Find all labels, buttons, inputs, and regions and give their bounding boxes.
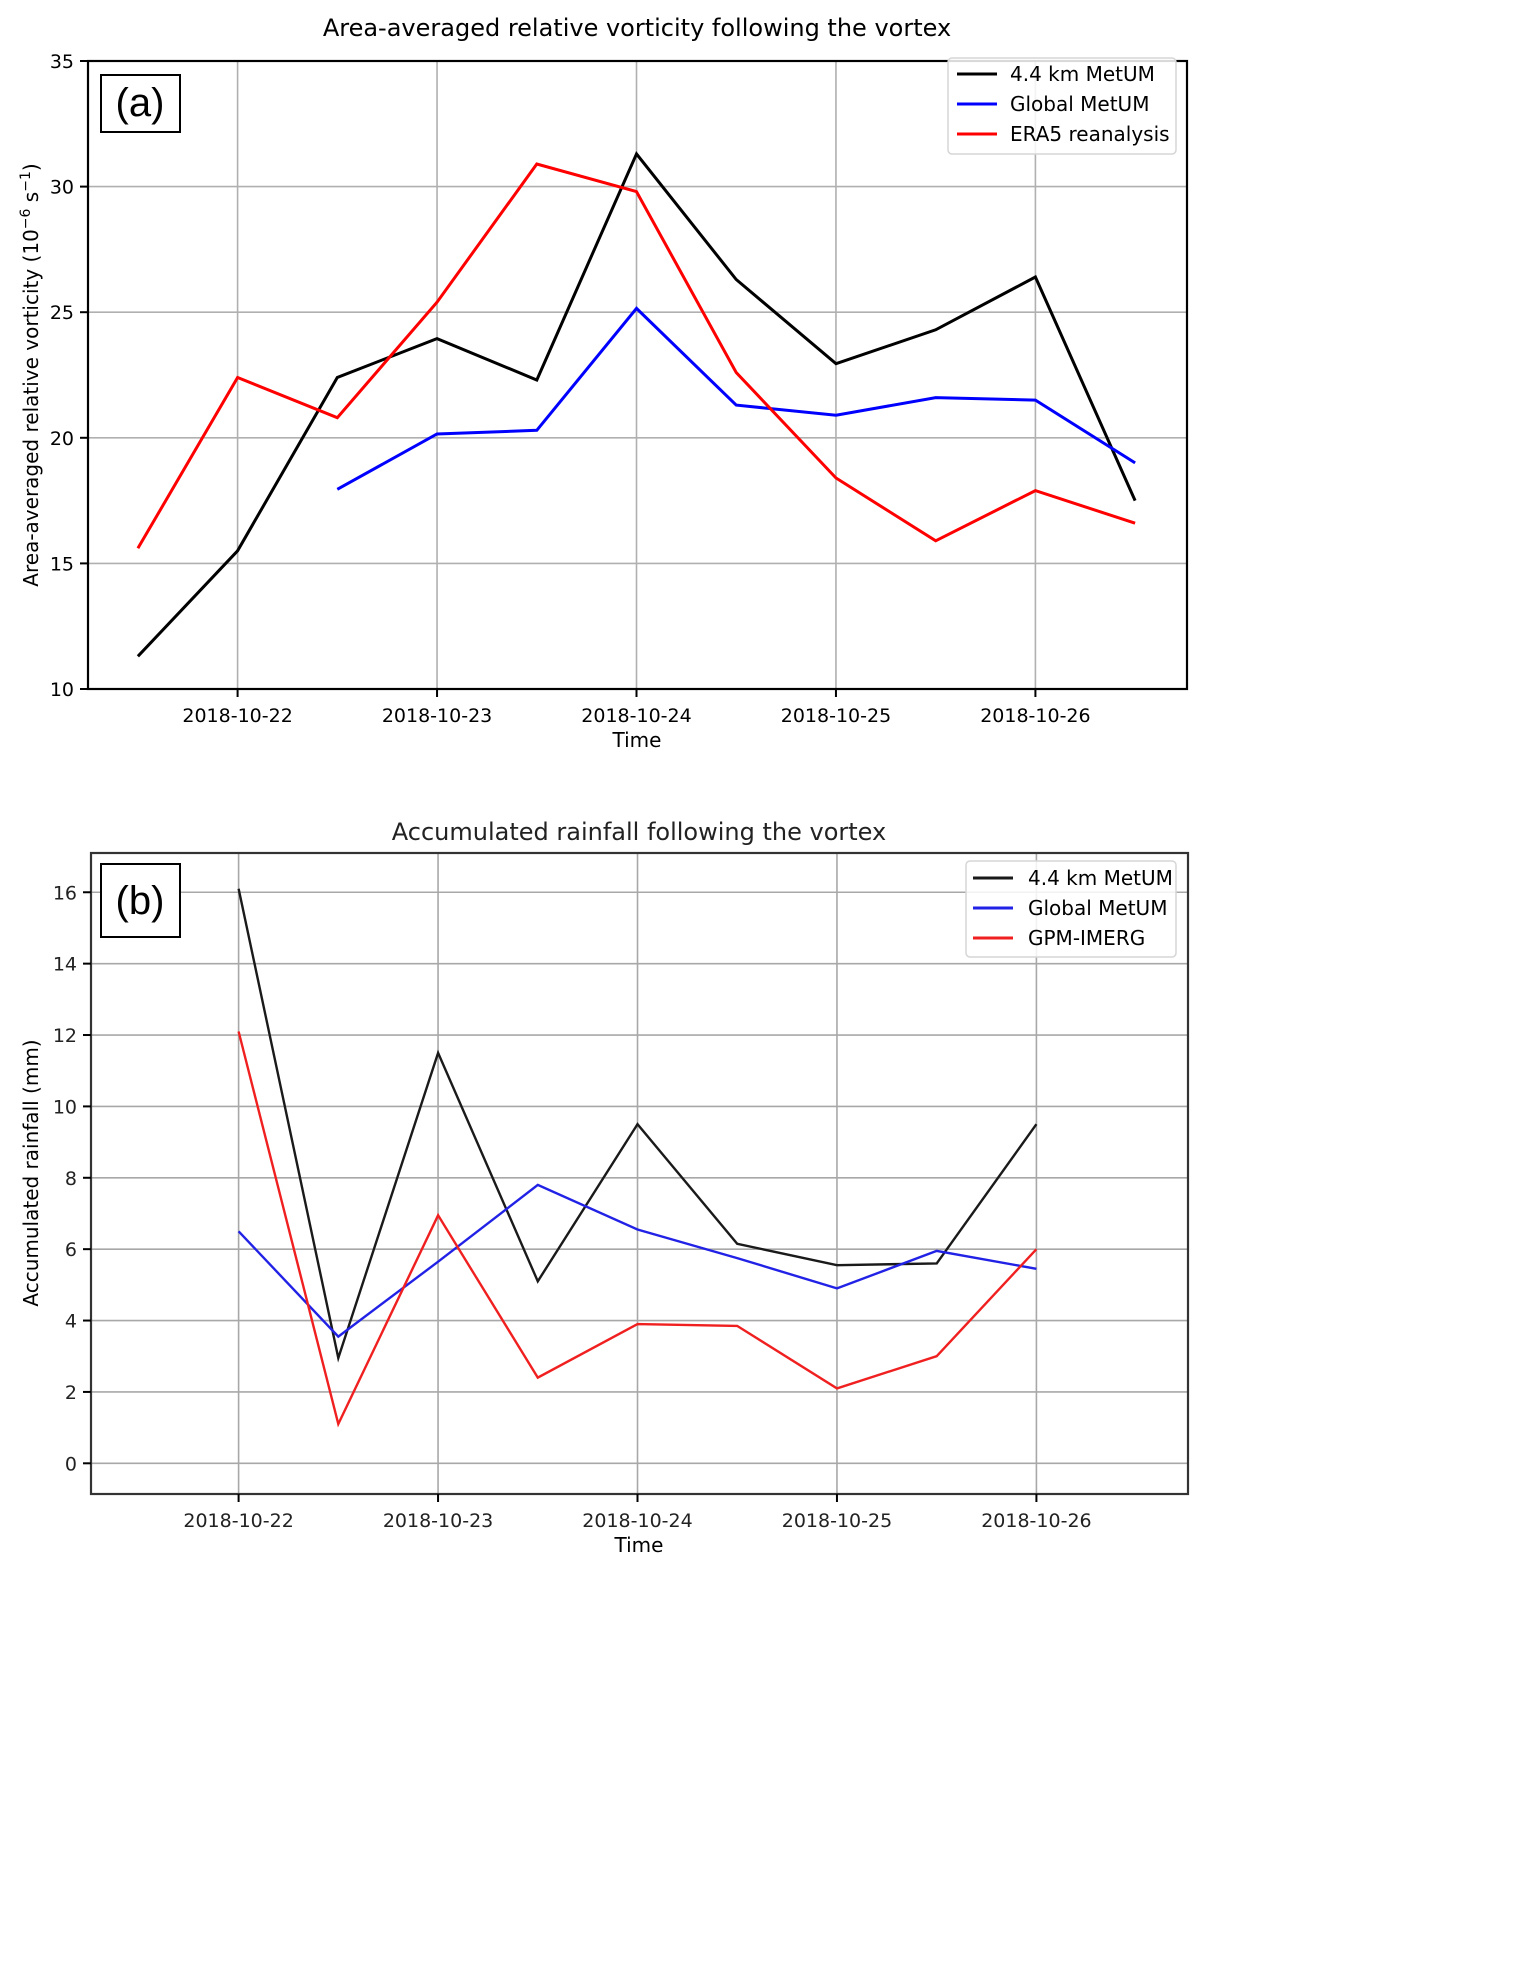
panel-a-ylabel-mid: s: [19, 192, 43, 209]
panel-a-ylabel-end: ): [19, 163, 43, 171]
y-tick-label: 12: [53, 1025, 77, 1047]
panel-b-title: Accumulated rainfall following the vorte…: [392, 818, 886, 846]
legend-label-global-metum: Global MetUM: [1010, 92, 1149, 116]
panel-b-series: [237, 888, 1038, 1428]
y-tick-label: 15: [50, 553, 74, 575]
y-tick-label: 2: [65, 1382, 77, 1404]
y-tick-label: 10: [50, 679, 74, 701]
x-tick-label: 2018-10-25: [782, 1510, 892, 1532]
y-tick-label: 10: [53, 1096, 77, 1118]
panel-a-gridlines: [88, 61, 1187, 689]
panel-a-vorticity: Area-averaged relative vorticity followi…: [18, 14, 1189, 752]
panel-a-legend-box: [947, 57, 1177, 155]
panel-b-axes-frame: [89, 851, 1190, 1496]
panel-a-ylabel-exp2: −1: [18, 171, 34, 192]
y-tick-label: 35: [50, 51, 74, 73]
panel-a-ylabel: Area-averaged relative vorticity (10−6 s…: [18, 163, 43, 586]
y-tick-label: 0: [65, 1453, 77, 1475]
y-tick-label: 14: [53, 954, 77, 976]
panel-b-label: (b): [116, 879, 165, 923]
x-tick-label: 2018-10-25: [781, 705, 891, 727]
x-tick-label: 2018-10-23: [382, 705, 492, 727]
y-tick-label: 6: [65, 1239, 77, 1261]
x-tick-label: 2018-10-26: [980, 705, 1090, 727]
y-tick-label: 25: [50, 302, 74, 324]
y-tick-label: 8: [65, 1168, 77, 1190]
x-tick-label: 2018-10-26: [981, 1510, 1091, 1532]
panel-a-series: [136, 151, 1137, 658]
series-line-era5-reanalysis: [136, 162, 1136, 550]
panel-a-legend: 4.4 km MetUM Global MetUM ERA5 reanalysis: [947, 57, 1177, 155]
y-tick-label: 20: [50, 428, 74, 450]
panel-a-ylabel-exp: −6: [18, 208, 34, 229]
panel-b-rainfall: Accumulated rainfall following the vorte…: [19, 818, 1190, 1557]
series-line-4-4-km-metum: [136, 151, 1137, 658]
series-line-gpm-imerg: [237, 1031, 1038, 1428]
legend-label-4-4-km-metum: 4.4 km MetUM: [1010, 62, 1155, 86]
panel-a-label: (a): [116, 81, 165, 125]
y-tick-label: 30: [50, 177, 74, 199]
x-tick-label: 2018-10-24: [581, 705, 691, 727]
panel-a-ylabel-main: Area-averaged relative vorticity (10: [19, 229, 43, 587]
legend-label-4-4-km-metum: 4.4 km MetUM: [1028, 866, 1173, 890]
x-tick-label: 2018-10-22: [183, 1510, 293, 1532]
panel-a-ticks: 10 15 20 25 30 35 2018-10-22 2018-10-23 2018-10-…: [50, 51, 1091, 727]
x-tick-label: 2018-10-24: [582, 1510, 692, 1532]
panel-b-legend: 4.4 km MetUM Global MetUM GPM-IMERG: [965, 860, 1177, 958]
panel-b-xlabel: Time: [614, 1533, 664, 1557]
panel-b-ylabel: Accumulated rainfall (mm): [19, 1039, 43, 1306]
panel-a-xlabel: Time: [612, 728, 662, 752]
panel-a-label-box: [100, 74, 181, 133]
y-tick-label: 4: [65, 1311, 77, 1333]
panel-b-label-box: [100, 863, 181, 938]
panel-b-legend-box: [965, 860, 1177, 958]
x-tick-label: 2018-10-23: [383, 1510, 493, 1532]
legend-label-global-metum: Global MetUM: [1028, 896, 1167, 920]
x-tick-label: 2018-10-22: [182, 705, 292, 727]
legend-label-gpm-imerg: GPM-IMERG: [1028, 926, 1145, 950]
y-tick-label: 16: [53, 882, 77, 904]
series-line-global-metum: [237, 1183, 1037, 1339]
panel-a-title: Area-averaged relative vorticity followi…: [323, 14, 951, 42]
legend-label-era5-reanalysis: ERA5 reanalysis: [1010, 122, 1170, 146]
series-line-global-metum: [336, 306, 1136, 491]
panel-b-ticks: 0 2 4 6 8 10 12 14 16 2018-10-22 2018-10-23 2018-10…: [53, 882, 1092, 1532]
